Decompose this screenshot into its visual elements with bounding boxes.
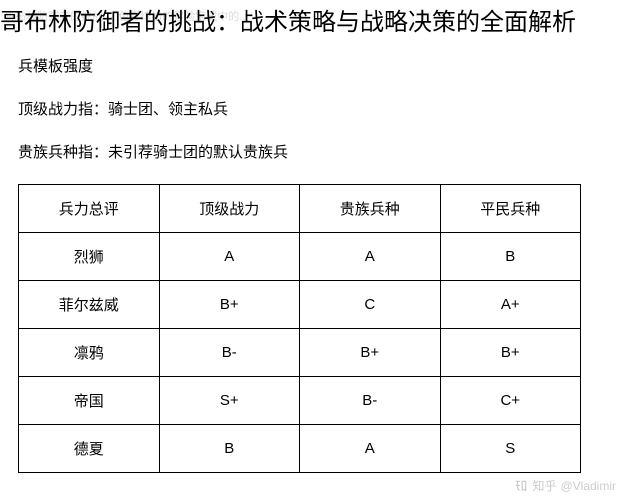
table-cell: B+ <box>440 329 581 377</box>
table-cell: C <box>300 281 441 329</box>
table-row: 帝国S+B-C+ <box>19 377 581 425</box>
table-row: 烈狮AAB <box>19 233 581 281</box>
table-cell: 烈狮 <box>19 233 160 281</box>
table-header-row: 兵力总评 顶级战力 贵族兵种 平民兵种 <box>19 185 581 233</box>
zhihu-icon <box>514 479 528 493</box>
table-cell: A <box>300 233 441 281</box>
table-cell: A <box>300 425 441 473</box>
desc-top-tier: 顶级战力指：骑士团、领主私兵 <box>18 98 581 119</box>
table-cell: C+ <box>440 377 581 425</box>
table-header: 贵族兵种 <box>300 185 441 233</box>
page-title: 哥布林防御者的挑战：战术策略与战略决策的全面解析 <box>0 2 626 37</box>
table-cell: B+ <box>300 329 441 377</box>
table-row: 菲尔兹威B+CA+ <box>19 281 581 329</box>
table-cell: B+ <box>159 281 300 329</box>
table-cell: 凛鸦 <box>19 329 160 377</box>
table-cell: B <box>440 233 581 281</box>
table-header: 兵力总评 <box>19 185 160 233</box>
table-cell: 菲尔兹威 <box>19 281 160 329</box>
table-cell: B- <box>300 377 441 425</box>
table-row: 凛鸦B-B+B+ <box>19 329 581 377</box>
watermark: 知乎 @Vladimir <box>514 477 616 494</box>
table-cell: S+ <box>159 377 300 425</box>
section-heading: 兵模板强度 <box>18 55 581 76</box>
table-cell: A+ <box>440 281 581 329</box>
table-cell: A <box>159 233 300 281</box>
table-header: 平民兵种 <box>440 185 581 233</box>
table-row: 德夏BAS <box>19 425 581 473</box>
table-header: 顶级战力 <box>159 185 300 233</box>
table-cell: 德夏 <box>19 425 160 473</box>
table-cell: B- <box>159 329 300 377</box>
table-body: 烈狮AAB菲尔兹威B+CA+凛鸦B-B+B+帝国S+B-C+德夏BAS <box>19 233 581 473</box>
table-cell: 帝国 <box>19 377 160 425</box>
table-cell: B <box>159 425 300 473</box>
watermark-author: @Vladimir <box>560 479 616 493</box>
watermark-site: 知乎 <box>532 477 556 494</box>
table-cell: S <box>440 425 581 473</box>
desc-noble-tier: 贵族兵种指：未引荐骑士团的默认贵族兵 <box>18 141 581 162</box>
content-region: 兵模板强度 顶级战力指：骑士团、领主私兵 贵族兵种指：未引荐骑士团的默认贵族兵 … <box>18 55 581 473</box>
strength-table: 兵力总评 顶级战力 贵族兵种 平民兵种 烈狮AAB菲尔兹威B+CA+凛鸦B-B+… <box>18 184 581 473</box>
